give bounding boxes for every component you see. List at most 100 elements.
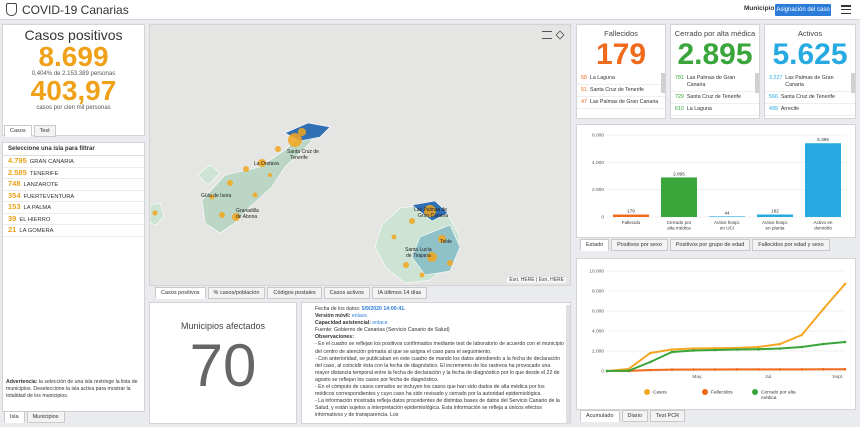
mobile-link[interactable]: enlace. xyxy=(351,313,369,320)
kpi-row-label: La Laguna xyxy=(589,75,615,81)
series-point[interactable] xyxy=(735,368,739,371)
bar[interactable] xyxy=(805,143,841,217)
map-tab[interactable]: IA últimos 14 días xyxy=(371,287,428,299)
map-tab[interactable]: Casos activos xyxy=(323,287,370,299)
series-point[interactable] xyxy=(843,282,847,286)
island-row[interactable]: 4.795 GRAN CANARIA xyxy=(3,156,144,168)
y-tick-label: 8.000 xyxy=(592,289,604,295)
map-panel[interactable]: Santa Cruz de Tenerife La Orotava Güía d… xyxy=(149,24,571,286)
hamburger-icon[interactable] xyxy=(841,5,851,15)
status-chart-tab[interactable]: Estado xyxy=(580,239,610,251)
kpi-list-row[interactable]: 58 La Laguna xyxy=(577,73,665,85)
series-point[interactable] xyxy=(757,347,760,351)
bar[interactable] xyxy=(757,214,793,217)
kpi-list-row[interactable]: 781 Las Palmas de Gran Canaria xyxy=(671,73,759,92)
notes-scrollbar[interactable] xyxy=(566,305,570,423)
series-point[interactable] xyxy=(648,368,652,372)
assign-case-button[interactable]: Asignación del caso xyxy=(775,4,831,16)
series-point[interactable] xyxy=(822,307,825,311)
series-point[interactable] xyxy=(800,345,804,349)
tab-municipios[interactable]: Municipios xyxy=(26,411,65,423)
map-tab[interactable]: Casos positivos xyxy=(155,287,206,299)
islands-warning: Advertencia: la selección de una isla re… xyxy=(6,379,141,400)
series-point[interactable] xyxy=(692,349,695,352)
map-label: Gran Canaria xyxy=(418,213,448,219)
kpi-row-label: La Laguna xyxy=(686,106,712,112)
series-point[interactable] xyxy=(713,348,717,352)
cumulative-chart-tab[interactable]: Diario xyxy=(621,410,648,422)
tab-casos[interactable]: Casos xyxy=(4,125,32,137)
series-point[interactable] xyxy=(670,350,674,354)
island-row[interactable]: 2.585 TENERIFE xyxy=(3,168,144,179)
kpi-row-label: Santa Cruz de Tenerife xyxy=(686,94,741,100)
note-p4: - La información mostrada refleja datos … xyxy=(315,398,560,419)
series-point[interactable] xyxy=(843,340,847,344)
list-view-icon[interactable] xyxy=(542,31,552,39)
kpi-list-row[interactable]: 610 La Laguna xyxy=(671,104,759,116)
kpi-list-row[interactable]: 47 Las Palmas de Gran Canaria xyxy=(577,97,665,109)
series-point[interactable] xyxy=(670,348,674,351)
series-line xyxy=(627,352,652,370)
map-canvas[interactable]: Santa Cruz de Tenerife La Orotava Güía d… xyxy=(150,25,571,286)
legend-marker[interactable] xyxy=(644,389,650,395)
series-point[interactable] xyxy=(670,368,674,371)
kpi-row-value: 58 xyxy=(581,75,587,81)
series-point[interactable] xyxy=(713,346,717,350)
kpi-scrollbar[interactable] xyxy=(851,73,855,93)
kpi-list: 58 La Laguna 51 Santa Cruz de Tenerife 47 Las… xyxy=(577,73,665,118)
series-point[interactable] xyxy=(778,342,782,346)
cumulative-chart-tab[interactable]: Acumulado xyxy=(580,410,620,422)
series-point[interactable] xyxy=(778,347,782,350)
municipios-panel: Municipios afectados 70 xyxy=(149,302,297,424)
category-label: domicilio xyxy=(814,226,832,231)
series-point[interactable] xyxy=(605,369,609,373)
series-point[interactable] xyxy=(627,369,630,373)
y-tick-label: 2.000 xyxy=(592,187,604,193)
series-line xyxy=(627,369,652,372)
legend-marker[interactable] xyxy=(752,389,758,395)
series-point[interactable] xyxy=(757,368,760,371)
cumulative-chart-tab[interactable]: Test PCR xyxy=(649,410,686,422)
status-chart-tab[interactable]: Positivos por grupo de edad xyxy=(669,239,751,251)
status-chart-tab[interactable]: Fallecidos por edad y sexo xyxy=(752,239,830,251)
island-row[interactable]: 748 LANZAROTE xyxy=(3,179,144,191)
legend-marker[interactable] xyxy=(702,389,708,395)
bar[interactable] xyxy=(661,177,697,217)
series-point[interactable] xyxy=(735,348,739,351)
series-point[interactable] xyxy=(800,368,804,371)
y-tick-label: 0 xyxy=(601,369,604,375)
series-point[interactable] xyxy=(778,368,782,371)
kpi-list-row[interactable]: 51 Santa Cruz de Tenerife xyxy=(577,85,665,97)
series-point[interactable] xyxy=(692,347,695,350)
series-point[interactable] xyxy=(800,333,804,337)
map-label: La Orotava xyxy=(254,161,279,167)
series-point[interactable] xyxy=(822,342,825,346)
kpi-list-row[interactable]: 729 Santa Cruz de Tenerife xyxy=(671,92,759,104)
status-chart-tab[interactable]: Positivos por sexo xyxy=(611,239,668,251)
series-point[interactable] xyxy=(648,360,652,364)
island-row[interactable]: 39 EL HIERRO xyxy=(3,214,144,225)
series-point[interactable] xyxy=(648,351,652,355)
series-point[interactable] xyxy=(757,345,760,349)
island-row[interactable]: 153 LA PALMA xyxy=(3,202,144,214)
series-point[interactable] xyxy=(843,367,847,371)
bar[interactable] xyxy=(709,216,745,217)
series-point[interactable] xyxy=(713,368,717,371)
map-tab[interactable]: % casos/población xyxy=(207,287,266,299)
kpi-list-row[interactable]: 499 Arrecife xyxy=(765,104,855,116)
map-tab[interactable]: Códigos postales xyxy=(267,287,322,299)
series-point[interactable] xyxy=(692,368,695,371)
island-row[interactable]: 21 LA GOMERA xyxy=(3,225,144,237)
kpi-list-row[interactable]: 3.227 Las Palmas de Gran Canaria xyxy=(765,73,855,92)
kpi-scrollbar[interactable] xyxy=(755,73,759,93)
island-row[interactable]: 354 FUERTEVENTURA xyxy=(3,191,144,202)
tab-isla[interactable]: Isla xyxy=(4,411,25,423)
tab-test[interactable]: Test xyxy=(33,125,56,137)
island-name: LA GOMERA xyxy=(19,228,54,234)
kpi-list-row[interactable]: 566 Santa Cruz de Tenerife xyxy=(765,92,855,104)
bar[interactable] xyxy=(613,214,649,217)
kpi-scrollbar[interactable] xyxy=(661,73,665,93)
capacity-link[interactable]: enlace xyxy=(372,320,388,327)
series-point[interactable] xyxy=(822,367,825,371)
kpi-row-label: Arrecife xyxy=(780,106,800,112)
